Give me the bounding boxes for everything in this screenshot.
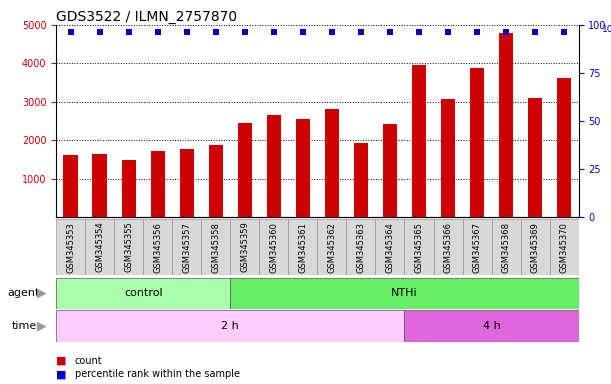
Point [211,29,221,35]
Text: GSM345354: GSM345354 [95,222,104,272]
Text: 100%: 100% [602,25,611,34]
Bar [354,143,368,217]
Bar [238,123,252,217]
Point [269,29,279,35]
Bar [404,310,579,342]
Bar [122,160,136,217]
Point [298,29,308,35]
Bar [143,219,172,275]
Text: ▶: ▶ [37,286,46,300]
Text: GSM345367: GSM345367 [472,222,481,273]
Text: ▶: ▶ [37,319,46,333]
Bar [324,109,339,217]
Bar [521,219,550,275]
Text: GSM345359: GSM345359 [240,222,249,272]
Text: GSM345353: GSM345353 [66,222,75,273]
Bar [318,219,346,275]
Bar [56,310,404,342]
Point [530,29,540,35]
Point [153,29,163,35]
Text: GSM345357: GSM345357 [182,222,191,273]
Text: NTHi: NTHi [391,288,418,298]
Text: GSM345355: GSM345355 [124,222,133,272]
Bar [557,78,571,217]
Text: agent: agent [7,288,40,298]
Bar [230,219,259,275]
Point [559,29,569,35]
Point [385,29,395,35]
Bar [288,219,318,275]
Bar [64,155,78,217]
Text: GSM345370: GSM345370 [560,222,569,273]
Bar [114,219,143,275]
Bar [259,219,288,275]
Point [501,29,511,35]
Bar [208,145,223,217]
Point [182,29,192,35]
Bar [180,149,194,217]
Bar [92,154,107,217]
Bar [346,219,375,275]
Text: GSM345362: GSM345362 [327,222,337,273]
Text: GSM345356: GSM345356 [153,222,163,273]
Text: ■: ■ [56,356,67,366]
Bar [412,65,426,217]
Bar [433,219,463,275]
Text: count: count [75,356,102,366]
Text: GSM345360: GSM345360 [269,222,279,273]
Bar [499,33,513,217]
Bar [528,98,543,217]
Point [240,29,250,35]
Text: time: time [12,321,37,331]
Text: GSM345358: GSM345358 [211,222,221,273]
Bar [296,119,310,217]
Text: GSM345364: GSM345364 [386,222,395,273]
Point [414,29,424,35]
Point [95,29,104,35]
Bar [56,278,230,309]
Bar [86,219,114,275]
Bar [202,219,230,275]
Text: GSM345365: GSM345365 [414,222,423,273]
Bar [491,219,521,275]
Text: GSM345369: GSM345369 [530,222,540,273]
Text: GSM345361: GSM345361 [298,222,307,273]
Bar [266,115,281,217]
Text: GSM345368: GSM345368 [502,222,511,273]
Text: 2 h: 2 h [221,321,240,331]
Point [66,29,76,35]
Text: GSM345363: GSM345363 [356,222,365,273]
Text: percentile rank within the sample: percentile rank within the sample [75,369,240,379]
Bar [470,68,485,217]
Bar [382,124,397,217]
Text: control: control [124,288,163,298]
Bar [404,219,433,275]
Point [327,29,337,35]
Bar [150,151,165,217]
Text: ■: ■ [56,369,67,379]
Bar [230,278,579,309]
Bar [441,99,455,217]
Point [472,29,482,35]
Bar [375,219,404,275]
Point [356,29,366,35]
Bar [463,219,491,275]
Bar [56,219,86,275]
Point [124,29,134,35]
Text: GSM345366: GSM345366 [444,222,453,273]
Bar [550,219,579,275]
Point [443,29,453,35]
Text: GDS3522 / ILMN_2757870: GDS3522 / ILMN_2757870 [56,10,237,24]
Text: 4 h: 4 h [483,321,500,331]
Bar [172,219,201,275]
